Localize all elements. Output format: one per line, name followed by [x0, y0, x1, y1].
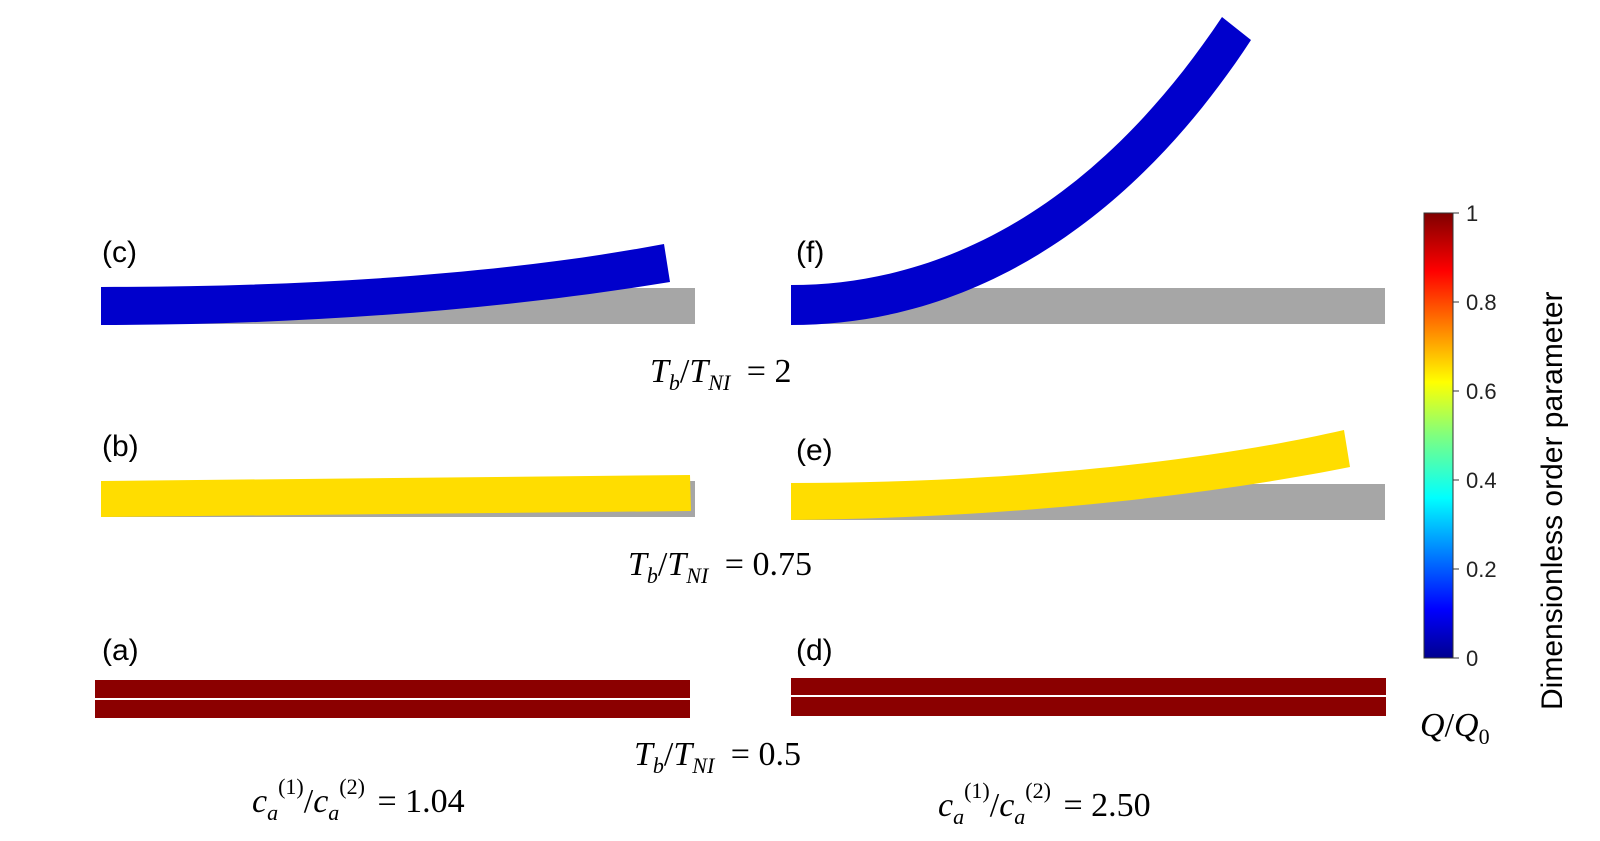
row-label-top: Tb/TNI = 2 — [650, 353, 791, 395]
colorbar-tick-label: 1 — [1466, 201, 1478, 226]
colorbar-tick-label: 0.4 — [1466, 468, 1497, 493]
panel-label-c: (c) — [102, 236, 137, 269]
colorbar-title: Dimensionless order parameter — [1536, 291, 1569, 710]
svg-text:Tb/TNI = 0.75: Tb/TNI = 0.75 — [628, 546, 812, 588]
panel-label-f: (f) — [796, 236, 824, 269]
colorbar-tick-label: 0.6 — [1466, 379, 1497, 404]
panel-label-e: (e) — [796, 434, 833, 467]
row-label-middle: Tb/TNI = 0.75 — [628, 546, 812, 588]
svg-text:ca(1)/ca(2) = 2.50: ca(1)/ca(2) = 2.50 — [938, 778, 1151, 829]
layer-f — [791, 17, 1251, 325]
layer-b — [101, 475, 691, 517]
colorbar-tick-label: 0 — [1466, 646, 1478, 671]
svg-text:ca(1)/ca(2) = 1.04: ca(1)/ca(2) = 1.04 — [252, 774, 465, 825]
layer-c — [101, 244, 670, 325]
panel-label-d: (d) — [796, 634, 833, 667]
colorbar-tick-label: 0.2 — [1466, 557, 1497, 582]
colorbar-gradient — [1423, 212, 1454, 659]
svg-text:Tb/TNI = 0.5: Tb/TNI = 0.5 — [634, 736, 801, 778]
panel-label-a: (a) — [102, 634, 139, 667]
panel-label-b: (b) — [102, 430, 139, 463]
column-label-left: ca(1)/ca(2) = 1.04 — [252, 774, 465, 825]
svg-text:Tb/TNI = 2: Tb/TNI = 2 — [650, 353, 791, 395]
layer-e — [791, 430, 1350, 520]
row-label-bottom: Tb/TNI = 0.5 — [634, 736, 801, 778]
colorbar-tick-label: 0.8 — [1466, 290, 1497, 315]
colorbar-symbol: Q/Q0 — [1420, 707, 1490, 749]
column-label-right: ca(1)/ca(2) = 2.50 — [938, 778, 1151, 829]
colorbar: 0 0.2 0.4 0.6 0.8 1 Q/Q0 Dimensionless order … — [1420, 201, 1569, 749]
